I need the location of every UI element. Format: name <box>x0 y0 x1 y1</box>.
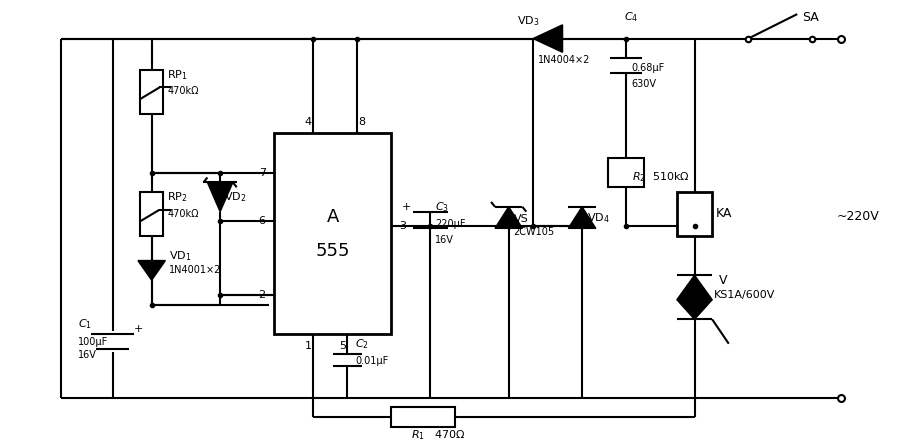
Text: 1N4004×2: 1N4004×2 <box>538 55 591 65</box>
Text: +: + <box>401 202 411 212</box>
Text: $C_3$: $C_3$ <box>435 200 450 214</box>
Bar <box>274 133 391 334</box>
Bar <box>609 158 644 187</box>
Text: 3: 3 <box>399 222 406 231</box>
Polygon shape <box>495 207 522 228</box>
Polygon shape <box>533 25 563 52</box>
Bar <box>391 407 455 427</box>
Text: 100μF: 100μF <box>78 337 109 347</box>
Polygon shape <box>568 207 596 228</box>
Text: 5: 5 <box>339 341 346 351</box>
Text: VD$_3$: VD$_3$ <box>517 14 539 28</box>
Text: 630V: 630V <box>631 78 656 89</box>
Text: 0.01μF: 0.01μF <box>355 356 388 366</box>
Text: $C_1$: $C_1$ <box>78 317 93 331</box>
Text: A: A <box>326 208 339 225</box>
Text: 470kΩ: 470kΩ <box>167 86 199 97</box>
Text: 7: 7 <box>259 167 266 178</box>
Text: 1N4001×2: 1N4001×2 <box>169 265 222 276</box>
Text: 470kΩ: 470kΩ <box>167 209 199 219</box>
Text: V: V <box>719 274 727 287</box>
Polygon shape <box>677 300 712 319</box>
Text: 2: 2 <box>259 290 266 300</box>
Bar <box>140 70 164 114</box>
Text: ~220V: ~220V <box>836 210 879 223</box>
Polygon shape <box>208 183 233 212</box>
Text: +: + <box>134 324 144 334</box>
Text: KA: KA <box>716 207 733 220</box>
Text: $C_2$: $C_2$ <box>355 337 369 351</box>
Text: VS: VS <box>513 214 529 224</box>
Text: 16V: 16V <box>435 235 454 245</box>
Text: RP$_1$: RP$_1$ <box>167 68 188 82</box>
Polygon shape <box>138 260 165 280</box>
Polygon shape <box>677 275 712 300</box>
Text: KS1A/600V: KS1A/600V <box>714 290 776 300</box>
Text: VD$_1$: VD$_1$ <box>169 249 191 263</box>
Text: VD$_2$: VD$_2$ <box>224 190 246 204</box>
Text: 4: 4 <box>305 117 312 127</box>
Text: 555: 555 <box>316 242 350 260</box>
Text: 1: 1 <box>305 341 312 351</box>
Text: 16V: 16V <box>78 350 97 361</box>
Text: $C_4$: $C_4$ <box>624 10 638 24</box>
Text: RP$_2$: RP$_2$ <box>167 190 188 204</box>
Bar <box>677 192 712 236</box>
Text: 6: 6 <box>259 217 266 226</box>
Text: 2CW105: 2CW105 <box>513 227 555 237</box>
Bar <box>140 192 164 236</box>
Text: 220μF: 220μF <box>435 219 466 229</box>
Text: 8: 8 <box>359 117 366 127</box>
Text: VD$_4$: VD$_4$ <box>587 212 610 225</box>
Text: $R_2$  510kΩ: $R_2$ 510kΩ <box>632 171 690 184</box>
Text: SA: SA <box>802 11 819 23</box>
Text: 0.68μF: 0.68μF <box>631 63 664 73</box>
Text: $R_1$   470Ω: $R_1$ 470Ω <box>411 428 466 442</box>
